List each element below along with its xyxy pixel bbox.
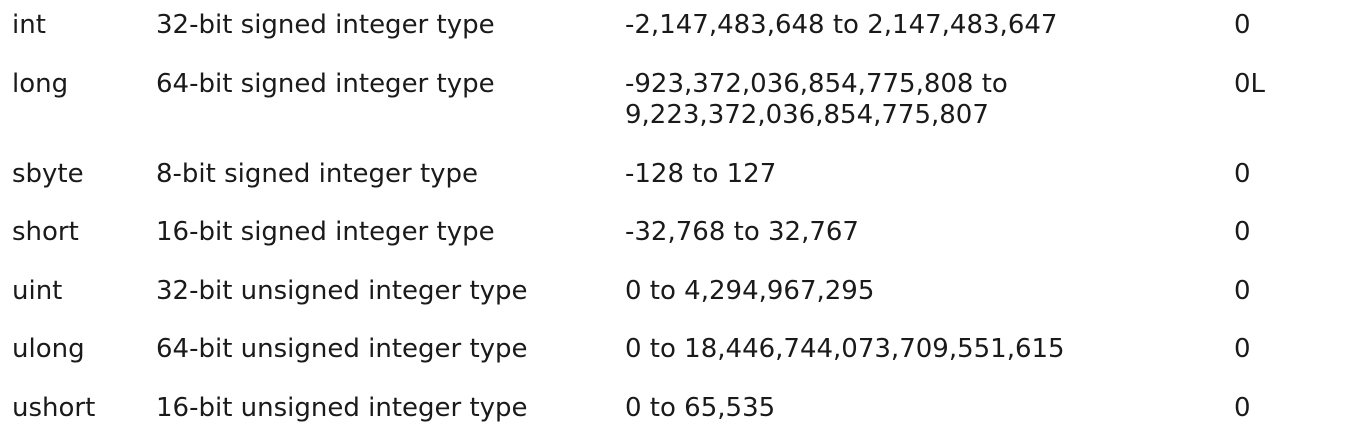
type-default: 0L xyxy=(1234,69,1266,99)
type-name: sbyte xyxy=(12,159,84,189)
type-description: 32-bit signed integer type xyxy=(156,10,495,40)
type-range: -923,372,036,854,775,808 to 9,223,372,03… xyxy=(625,69,1008,130)
type-description: 32-bit unsigned integer type xyxy=(156,276,528,306)
type-description: 8-bit signed integer type xyxy=(156,159,479,189)
type-name: long xyxy=(12,69,69,99)
type-range: 0 to 18,446,744,073,709,551,615 xyxy=(625,334,1065,364)
type-name: uint xyxy=(12,276,63,306)
type-name: ulong xyxy=(12,334,85,364)
type-default: 0 xyxy=(1234,334,1251,364)
type-name: ushort xyxy=(12,393,96,423)
type-range: -2,147,483,648 to 2,147,483,647 xyxy=(625,10,1058,40)
type-default: 0 xyxy=(1234,159,1251,189)
type-default: 0 xyxy=(1234,217,1251,247)
type-description: 64-bit unsigned integer type xyxy=(156,334,528,364)
type-range: 0 to 4,294,967,295 xyxy=(625,276,875,306)
type-name: short xyxy=(12,217,79,247)
type-range: -32,768 to 32,767 xyxy=(625,217,859,247)
type-default: 0 xyxy=(1234,10,1251,40)
type-description: 16-bit signed integer type xyxy=(156,217,495,247)
type-default: 0 xyxy=(1234,393,1251,423)
type-default: 0 xyxy=(1234,276,1251,306)
type-description: 16-bit unsigned integer type xyxy=(156,393,528,423)
type-description: 64-bit signed integer type xyxy=(156,69,495,99)
type-range: -128 to 127 xyxy=(625,159,777,189)
type-range: 0 to 65,535 xyxy=(625,393,776,423)
type-name: int xyxy=(12,10,46,40)
